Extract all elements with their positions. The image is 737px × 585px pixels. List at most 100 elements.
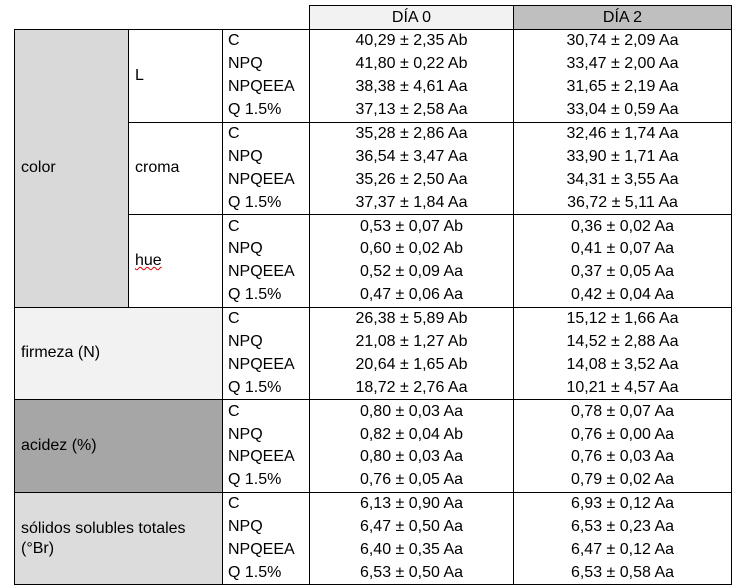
subgroup-text: L — [135, 66, 144, 84]
data-row: color L C 40,29 ± 2,35 Ab 30,74 ± 2,09 Aa — [14, 28, 732, 308]
value-cell: 6,53 ± 0,23 Aa — [513, 515, 732, 539]
treatment: Q 1.5% — [222, 283, 310, 308]
value-cell: 14,52 ± 2,88 Aa — [513, 330, 732, 354]
value-cell: 6,47 ± 0,50 Aa — [309, 515, 514, 539]
value-cell: 6,13 ± 0,90 Aa — [309, 491, 514, 516]
treatment: C — [222, 214, 310, 239]
data-row: Q 1.5% 0,47 ± 0,06 Aa 0,42 ± 0,04 Aa — [15, 283, 732, 308]
treatment: Q 1.5% — [222, 376, 310, 401]
value-cell: 26,38 ± 5,89 Ab — [309, 306, 514, 331]
value-cell: 0,80 ± 0,03 Aa — [309, 399, 514, 424]
value-cell: 0,78 ± 0,07 Aa — [513, 399, 732, 424]
data-row: hue C 0,53 ± 0,07 Ab 0,36 ± 0,02 Aa — [15, 214, 732, 308]
value-cell: 31,65 ± 2,19 Aa — [513, 75, 732, 99]
value-cell: 6,53 ± 0,58 Aa — [513, 561, 732, 585]
value-cell: 35,26 ± 2,50 Aa — [309, 168, 514, 192]
treatment: Q 1.5% — [222, 98, 310, 123]
treatment: C — [222, 491, 310, 516]
treatment: NPQ — [222, 238, 310, 261]
group-label: firmeza (N) — [14, 306, 223, 401]
value-cell: 0,60 ± 0,02 Ab — [309, 238, 514, 261]
treatment: NPQ — [222, 515, 310, 539]
value-cell: 0,79 ± 0,02 Aa — [513, 468, 732, 493]
treatment: NPQEEA — [222, 538, 310, 562]
value-cell: 0,76 ± 0,00 Aa — [513, 423, 732, 447]
data-row: NPQ 36,54 ± 3,47 Aa 33,90 ± 1,71 Aa — [15, 145, 732, 169]
value-cell: 21,08 ± 1,27 Ab — [309, 330, 514, 354]
value-cell: 0,76 ± 0,05 Aa — [309, 468, 514, 493]
data-row: NPQ 0,60 ± 0,02 Ab 0,41 ± 0,07 Aa — [15, 238, 732, 261]
value-cell: 0,76 ± 0,03 Aa — [513, 446, 732, 469]
treatment: NPQ — [222, 52, 310, 76]
value-cell: 20,64 ± 1,65 Ab — [309, 353, 514, 377]
subgroup-label: hue — [128, 214, 223, 308]
value-cell: 32,46 ± 1,74 Aa — [513, 121, 732, 146]
treatment: Q 1.5% — [222, 561, 310, 585]
data-row: firmeza (N) C 26,38 ± 5,89 Ab 15,12 ± 1,66 … — [14, 306, 732, 401]
value-cell: 14,08 ± 3,52 Aa — [513, 353, 732, 377]
value-cell: 37,13 ± 2,58 Aa — [309, 98, 514, 123]
data-row: NPQ 0,82 ± 0,04 Ab 0,76 ± 0,00 Aa — [15, 423, 732, 447]
value-cell: 34,31 ± 3,55 Aa — [513, 168, 732, 192]
header-cell: DÍA 0 — [309, 5, 514, 30]
value-cell: 6,53 ± 0,50 Aa — [309, 561, 514, 585]
group-label: acidez (%) — [14, 399, 223, 493]
value-cell: 41,80 ± 0,22 Ab — [309, 52, 514, 76]
data-row: NPQ 21,08 ± 1,27 Ab 14,52 ± 2,88 Aa — [15, 330, 732, 354]
treatment: NPQEEA — [222, 75, 310, 99]
treatment: NPQEEA — [222, 446, 310, 469]
value-cell: 0,53 ± 0,07 Ab — [309, 214, 514, 239]
data-row: NPQEEA 20,64 ± 1,65 Ab 14,08 ± 3,52 Aa — [15, 353, 732, 377]
value-cell: 18,72 ± 2,76 Aa — [309, 376, 514, 401]
data-row: NPQ 6,47 ± 0,50 Aa 6,53 ± 0,23 Aa — [15, 515, 732, 539]
data-row: NPQ 41,80 ± 0,22 Ab 33,47 ± 2,00 Aa — [15, 52, 732, 76]
treatment: NPQEEA — [222, 353, 310, 377]
data-row: NPQEEA 6,40 ± 0,35 Aa 6,47 ± 0,12 Aa — [15, 538, 732, 562]
treatment: NPQEEA — [222, 168, 310, 192]
treatment: NPQ — [222, 145, 310, 169]
value-cell: 38,38 ± 4,61 Aa — [309, 75, 514, 99]
value-cell: 0,36 ± 0,02 Aa — [513, 214, 732, 239]
value-cell: 30,74 ± 2,09 Aa — [513, 28, 732, 53]
value-cell: 33,04 ± 0,59 Aa — [513, 98, 732, 123]
subgroup-text: croma — [135, 159, 180, 177]
data-row: NPQEEA 0,52 ± 0,09 Aa 0,37 ± 0,05 Aa — [15, 260, 732, 284]
blank-cell — [15, 6, 310, 30]
treatment: C — [222, 28, 310, 53]
value-cell: 6,40 ± 0,35 Aa — [309, 538, 514, 562]
group-label: color — [14, 29, 129, 308]
data-row: NPQEEA 35,26 ± 2,50 Aa 34,31 ± 3,55 Aa — [15, 168, 732, 192]
value-cell: 0,37 ± 0,05 Aa — [513, 260, 732, 284]
treatment: C — [222, 306, 310, 331]
value-cell: 0,52 ± 0,09 Aa — [309, 260, 514, 284]
subgroup-label: L — [128, 29, 223, 123]
subgroup-text: hue — [135, 251, 162, 269]
header-cell: DÍA 2 — [513, 5, 732, 30]
data-row: sólidos solubles totales (°Br) C 6,13 ± 0,… — [14, 491, 732, 585]
value-cell: 6,93 ± 0,12 Aa — [513, 491, 732, 516]
data-row: acidez (%) C 0,80 ± 0,03 Aa 0,78 ± 0,07 Aa — [14, 399, 732, 493]
value-cell: 36,72 ± 5,11 Aa — [513, 191, 732, 216]
value-cell: 10,21 ± 4,57 Aa — [513, 376, 732, 401]
treatment: C — [222, 121, 310, 146]
value-cell: 40,29 ± 2,35 Ab — [309, 28, 514, 53]
value-cell: 6,47 ± 0,12 Aa — [513, 538, 732, 562]
value-cell: 0,82 ± 0,04 Ab — [309, 423, 514, 447]
header-row: DÍA 0 DÍA 2 — [15, 5, 732, 30]
subgroup-label: croma — [128, 121, 223, 216]
data-row: Q 1.5% 6,53 ± 0,50 Aa 6,53 ± 0,58 Aa — [15, 561, 732, 585]
data-row: NPQEEA 0,80 ± 0,03 Aa 0,76 ± 0,03 Aa — [15, 446, 732, 469]
value-cell: 37,37 ± 1,84 Aa — [309, 191, 514, 216]
treatment: C — [222, 399, 310, 424]
value-cell: 15,12 ± 1,66 Aa — [513, 306, 732, 331]
data-row: Q 1.5% 18,72 ± 2,76 Aa 10,21 ± 4,57 Aa — [15, 376, 732, 401]
treatment: NPQEEA — [222, 260, 310, 284]
treatment: NPQ — [222, 330, 310, 354]
value-cell: 0,47 ± 0,06 Aa — [309, 283, 514, 308]
treatment: Q 1.5% — [222, 468, 310, 493]
value-cell: 0,80 ± 0,03 Aa — [309, 446, 514, 469]
data-row: Q 1.5% 0,76 ± 0,05 Aa 0,79 ± 0,02 Aa — [15, 468, 732, 493]
treatment: Q 1.5% — [222, 191, 310, 216]
results-table: DÍA 0 DÍA 2 color L C 40,29 ± 2,35 Ab 30,74 … — [14, 5, 732, 585]
